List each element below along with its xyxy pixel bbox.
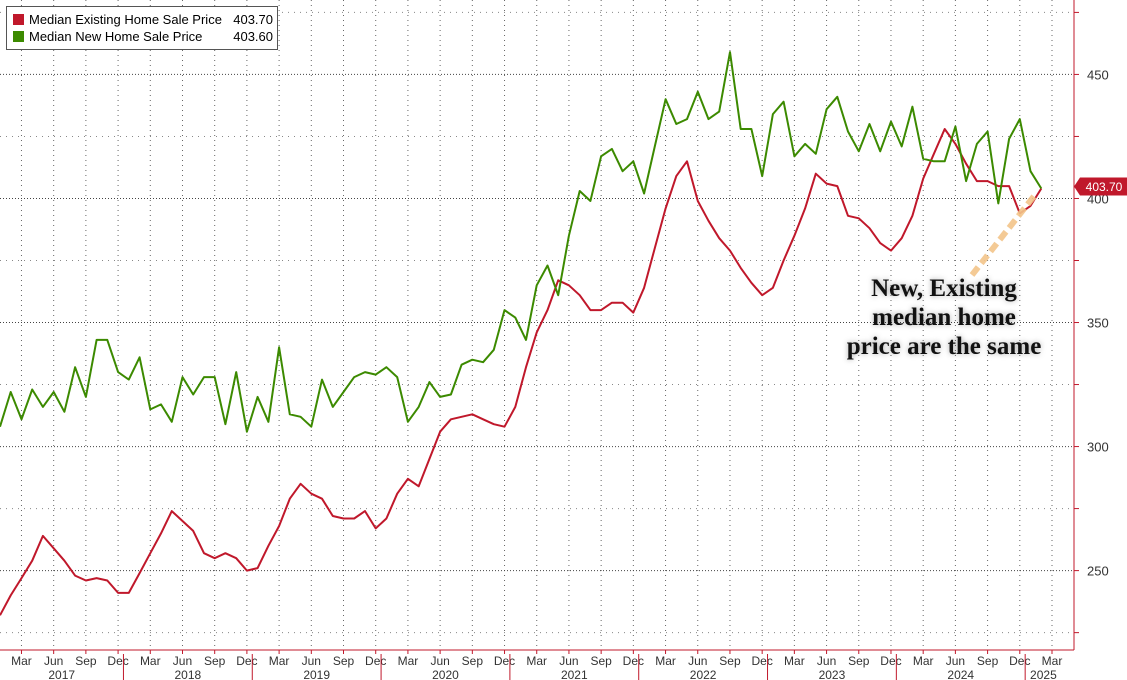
- year-label: 2020: [432, 668, 459, 680]
- year-label: 2023: [819, 668, 846, 680]
- x-tick-label: Sep: [977, 654, 999, 668]
- y-tick-label: 450: [1087, 67, 1109, 82]
- y-tick-label: 300: [1087, 440, 1109, 455]
- x-tick-label: Sep: [719, 654, 741, 668]
- x-tick-label: Dec: [365, 654, 386, 668]
- legend-item-new: Median New Home Sale Price 403.60: [13, 29, 273, 45]
- x-tick-label: Sep: [848, 654, 870, 668]
- series-line-new: [0, 51, 1043, 433]
- x-tick-label: Mar: [526, 654, 547, 668]
- last-value-badge: 403.70: [1074, 177, 1127, 196]
- legend-value-existing: 403.70: [233, 12, 273, 27]
- x-tick-label: Sep: [462, 654, 484, 668]
- x-tick-label: Jun: [817, 654, 836, 668]
- x-tick-label: Mar: [913, 654, 934, 668]
- x-tick-label: Dec: [1009, 654, 1030, 668]
- x-tick-label: Jun: [302, 654, 321, 668]
- annotation-arrow-line: [969, 192, 1038, 277]
- legend-label-existing: Median Existing Home Sale Price: [29, 12, 222, 27]
- x-tick-label: Jun: [44, 654, 63, 668]
- year-label: 2021: [561, 668, 588, 680]
- legend-label-new: Median New Home Sale Price: [29, 29, 203, 44]
- annotation-line: median home: [872, 304, 1016, 331]
- x-tick-label: Sep: [590, 654, 612, 668]
- gridlines: [0, 0, 1074, 650]
- x-tick-label: Dec: [623, 654, 644, 668]
- year-label: 2025: [1030, 668, 1057, 680]
- x-tick-label: Jun: [173, 654, 192, 668]
- annotation-arrow: [969, 192, 1038, 277]
- year-label: 2022: [690, 668, 717, 680]
- year-label: 2018: [175, 668, 202, 680]
- y-tick-label: 350: [1087, 316, 1109, 331]
- series-line-existing: [0, 128, 1043, 616]
- x-tick-label: Dec: [751, 654, 772, 668]
- x-tick-label: Sep: [75, 654, 97, 668]
- x-tick-label: Jun: [430, 654, 449, 668]
- x-tick-label: Mar: [140, 654, 161, 668]
- series-lines: [0, 51, 1043, 616]
- x-tick-label: Jun: [946, 654, 965, 668]
- x-tick-label: Mar: [655, 654, 676, 668]
- last-value-badge-bg: [1074, 177, 1127, 196]
- legend-item-existing: Median Existing Home Sale Price 403.70: [13, 12, 273, 28]
- annotation-line: New, Existing: [871, 275, 1017, 302]
- x-tick-label: Dec: [236, 654, 257, 668]
- legend-swatch-new: [13, 31, 24, 42]
- x-tick-label: Mar: [784, 654, 805, 668]
- x-tick-label: Jun: [559, 654, 578, 668]
- legend: Median Existing Home Sale Price 403.70 M…: [6, 6, 278, 50]
- year-label: 2017: [48, 668, 75, 680]
- annotation-text: New, Existing median home price are the …: [828, 274, 1060, 361]
- y-tick-label: 250: [1087, 564, 1109, 579]
- x-tick-label: Dec: [107, 654, 128, 668]
- year-label: 2024: [947, 668, 974, 680]
- legend-value-new: 403.60: [233, 29, 273, 44]
- x-tick-label: Mar: [398, 654, 419, 668]
- legend-swatch-existing: [13, 14, 24, 25]
- x-tick-label: Sep: [204, 654, 226, 668]
- x-tick-label: Sep: [333, 654, 355, 668]
- x-tick-label: Jun: [688, 654, 707, 668]
- x-tick-label: Mar: [269, 654, 290, 668]
- last-value-badge-text: 403.70: [1086, 180, 1123, 194]
- annotation-line: price are the same: [846, 333, 1042, 360]
- x-tick-label: Dec: [880, 654, 901, 668]
- x-tick-label: Mar: [1042, 654, 1063, 668]
- x-tick-label: Dec: [494, 654, 515, 668]
- year-label: 2019: [303, 668, 330, 680]
- x-tick-label: Mar: [11, 654, 32, 668]
